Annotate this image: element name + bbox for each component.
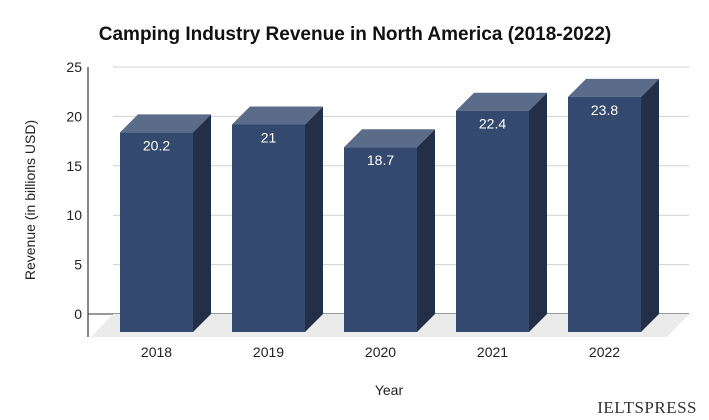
y-tick-label: 5 (74, 257, 82, 273)
bar-side (193, 114, 211, 332)
watermark: IELTSPRESS (597, 398, 697, 417)
bar-side (305, 106, 323, 333)
bar-top (344, 129, 435, 148)
data-label: 21 (261, 130, 277, 146)
x-tick-label: 2022 (589, 344, 620, 360)
bar-2021: 22.4 (456, 92, 547, 332)
bar-2020: 18.7 (344, 129, 435, 332)
bar-2022: 23.8 (568, 78, 659, 332)
y-tick-label: 10 (66, 207, 82, 223)
bars: 20.2 21 18.7 22.4 23.8 (120, 78, 659, 333)
x-tick-label: 2020 (365, 344, 396, 360)
bar-side (641, 78, 659, 332)
bar-top (232, 106, 323, 125)
y-axis-title: Revenue (in billions USD) (22, 120, 38, 280)
bar-front (232, 124, 305, 333)
x-tick-labels: 2018 2019 2020 2021 2022 (141, 344, 620, 360)
data-label: 23.8 (591, 102, 618, 118)
chart-title: Camping Industry Revenue in North Americ… (99, 24, 611, 45)
x-tick-label: 2021 (477, 344, 508, 360)
y-tick-label: 25 (66, 59, 82, 75)
y-tick-label: 0 (74, 306, 82, 322)
y-tick-labels: 0 5 10 15 20 25 (66, 59, 82, 322)
bar-side (417, 129, 435, 332)
bar-top (456, 92, 547, 111)
bar-front (568, 96, 641, 332)
y-tick-label: 20 (66, 108, 82, 124)
x-tick-label: 2018 (141, 344, 172, 360)
bar-front (456, 110, 529, 332)
bar-2019: 21 (232, 106, 323, 333)
bar-top (568, 78, 659, 97)
data-label: 22.4 (479, 116, 506, 132)
bar-front (344, 147, 417, 332)
bar-side (529, 92, 547, 332)
y-tick-label: 15 (66, 158, 82, 174)
x-tick-label: 2019 (253, 344, 284, 360)
bar-top (120, 114, 211, 133)
bar-front (120, 132, 193, 332)
data-label: 20.2 (143, 137, 170, 153)
data-label: 18.7 (367, 152, 394, 168)
bar-2018: 20.2 (120, 114, 211, 332)
x-axis-title: Year (375, 382, 404, 398)
